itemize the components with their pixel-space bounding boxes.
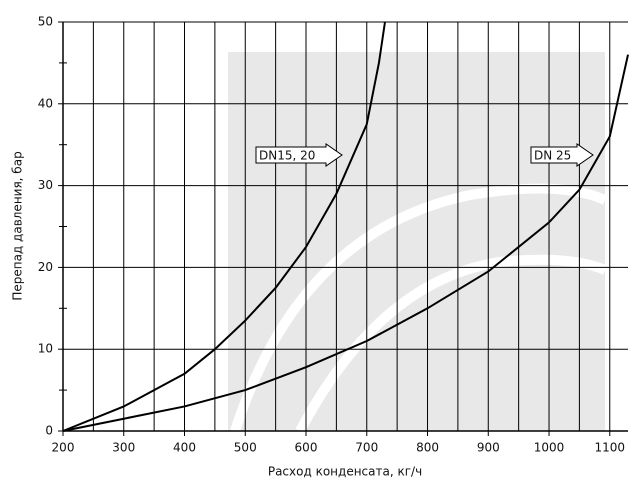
y-tick-label: 0 — [45, 424, 53, 438]
y-tick-label: 30 — [38, 178, 53, 192]
x-tick-label: 200 — [52, 441, 75, 455]
watermark — [228, 52, 605, 431]
chart: Перепад давления, бар Расход конденсата,… — [0, 0, 630, 484]
x-tick-label: 1100 — [595, 441, 626, 455]
x-tick-label: 800 — [416, 441, 439, 455]
watermark-shape — [228, 52, 605, 431]
x-tick-label: 500 — [234, 441, 257, 455]
x-tick-label: 300 — [112, 441, 135, 455]
y-axis-title: Перепад давления, бар — [11, 151, 25, 300]
x-tick-label: 1000 — [534, 441, 565, 455]
series-label: DN 25 — [534, 149, 571, 163]
x-tick-label: 900 — [477, 441, 500, 455]
y-tick-label: 10 — [38, 342, 53, 356]
y-tick-label: 50 — [38, 15, 53, 29]
x-tick-label: 400 — [173, 441, 196, 455]
y-tick-label: 20 — [38, 260, 53, 274]
x-axis-title: Расход конденсата, кг/ч — [268, 465, 422, 479]
x-tick-label: 700 — [355, 441, 378, 455]
series-label: DN15, 20 — [259, 149, 315, 163]
x-tick-label: 600 — [295, 441, 318, 455]
y-tick-label: 40 — [38, 96, 53, 110]
